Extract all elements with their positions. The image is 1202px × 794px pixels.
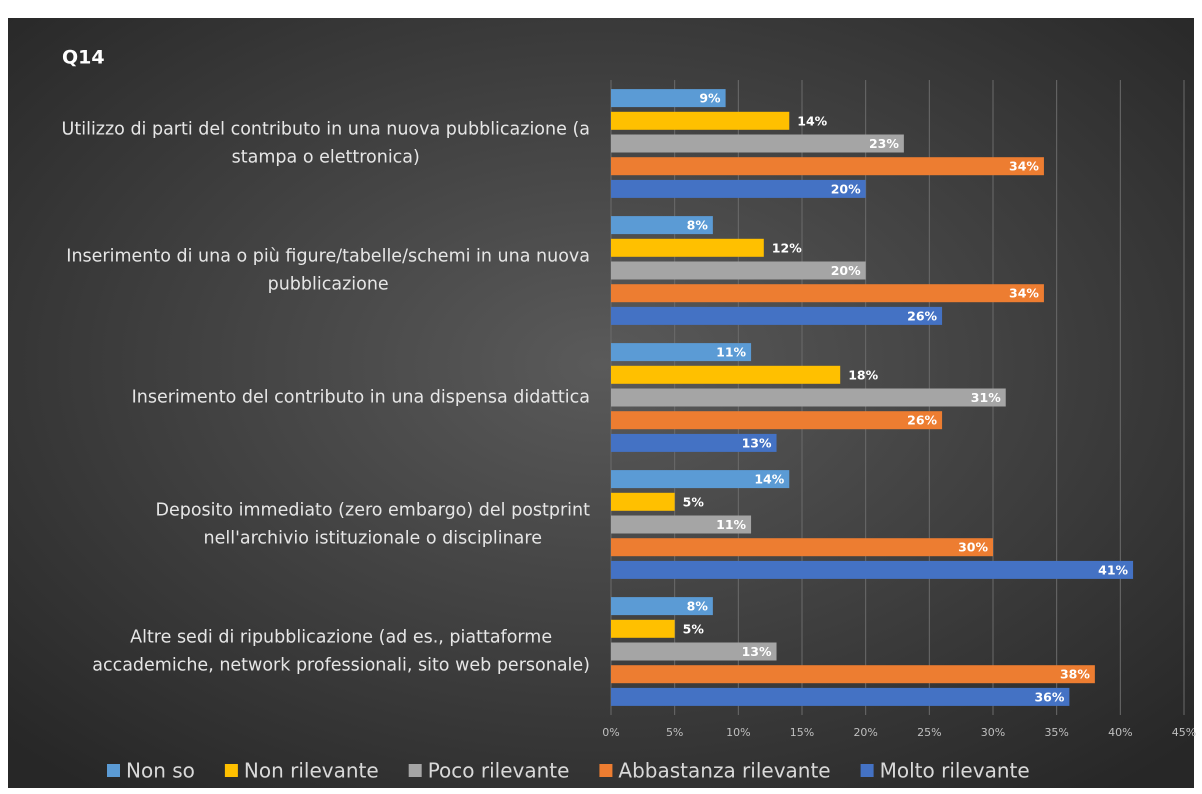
bar <box>611 642 777 661</box>
category-label: Deposito immediato (zero embargo) del po… <box>155 501 590 521</box>
bar <box>611 433 777 452</box>
category-label: stampa o elettronica) <box>232 148 420 168</box>
data-label: 11% <box>716 517 746 532</box>
category-label: pubblicazione <box>268 275 389 295</box>
bar <box>611 134 904 153</box>
data-label: 26% <box>907 308 937 323</box>
bar <box>611 538 993 557</box>
chart-title: Q14 <box>62 47 105 69</box>
x-tick-label: 35% <box>1044 726 1068 739</box>
data-label: 12% <box>772 240 802 255</box>
x-tick-label: 10% <box>726 726 750 739</box>
bar <box>611 365 841 384</box>
x-tick-label: 25% <box>917 726 941 739</box>
legend-swatch <box>408 764 422 777</box>
data-label: 13% <box>742 644 772 659</box>
bar <box>611 89 726 108</box>
bar <box>611 157 1044 176</box>
data-label: 23% <box>869 136 899 151</box>
data-label: 20% <box>831 181 861 196</box>
bar <box>611 343 752 362</box>
x-tick-label: 15% <box>790 726 814 739</box>
x-tick-label: 0% <box>602 726 619 739</box>
data-label: 8% <box>687 599 709 614</box>
legend-label: Non rilevante <box>244 759 379 783</box>
legend-swatch <box>599 764 613 777</box>
legend-label: Non so <box>126 759 195 783</box>
data-label: 34% <box>1009 159 1039 174</box>
data-label: 13% <box>742 435 772 450</box>
bar <box>611 179 866 198</box>
bar <box>611 306 943 325</box>
data-label: 20% <box>831 263 861 278</box>
category-label: nell'archivio istituzionale o disciplina… <box>203 529 541 549</box>
bar <box>611 492 675 511</box>
bar <box>611 111 790 130</box>
legend-label: Abbastanza rilevante <box>618 759 830 783</box>
data-label: 36% <box>1034 689 1064 704</box>
x-tick-label: 5% <box>666 726 683 739</box>
data-label: 26% <box>907 413 937 428</box>
bar <box>611 388 1006 407</box>
x-tick-label: 30% <box>981 726 1005 739</box>
data-label: 30% <box>958 540 988 555</box>
bar <box>611 470 790 489</box>
bar <box>611 560 1134 579</box>
data-label: 38% <box>1060 667 1090 682</box>
bar <box>611 665 1095 684</box>
x-tick-label: 20% <box>853 726 877 739</box>
legend-swatch <box>224 764 238 777</box>
data-label: 9% <box>699 91 721 106</box>
data-label: 8% <box>687 218 709 233</box>
bar <box>611 261 866 280</box>
bar <box>611 619 675 638</box>
x-tick-label: 45% <box>1172 726 1196 739</box>
category-label: Altre sedi di ripubblicazione (ad es., p… <box>130 628 552 648</box>
bar <box>611 515 752 534</box>
data-label: 14% <box>797 113 827 128</box>
category-label: Inserimento di una o più figure/tabelle/… <box>66 247 590 267</box>
data-label: 5% <box>683 494 705 509</box>
x-tick-label: 40% <box>1108 726 1132 739</box>
category-label: Inserimento del contributo in una dispen… <box>132 388 590 408</box>
data-label: 31% <box>971 390 1001 405</box>
data-label: 34% <box>1009 286 1039 301</box>
legend-label: Poco rilevante <box>428 759 570 783</box>
data-label: 14% <box>754 472 784 487</box>
category-label: Utilizzo di parti del contributo in una … <box>62 120 590 140</box>
data-label: 18% <box>848 367 878 382</box>
legend-swatch <box>107 764 120 777</box>
data-label: 11% <box>716 345 746 360</box>
legend-label: Molto rilevante <box>880 759 1030 783</box>
bar <box>611 216 713 235</box>
data-label: 5% <box>683 621 705 636</box>
data-label: 41% <box>1098 562 1128 577</box>
bar <box>611 411 943 430</box>
bar <box>611 238 764 257</box>
bar <box>611 597 713 616</box>
bar <box>611 687 1070 706</box>
legend-swatch <box>860 764 874 777</box>
bar <box>611 284 1044 303</box>
category-label: accademiche, network professionali, sito… <box>92 656 590 676</box>
